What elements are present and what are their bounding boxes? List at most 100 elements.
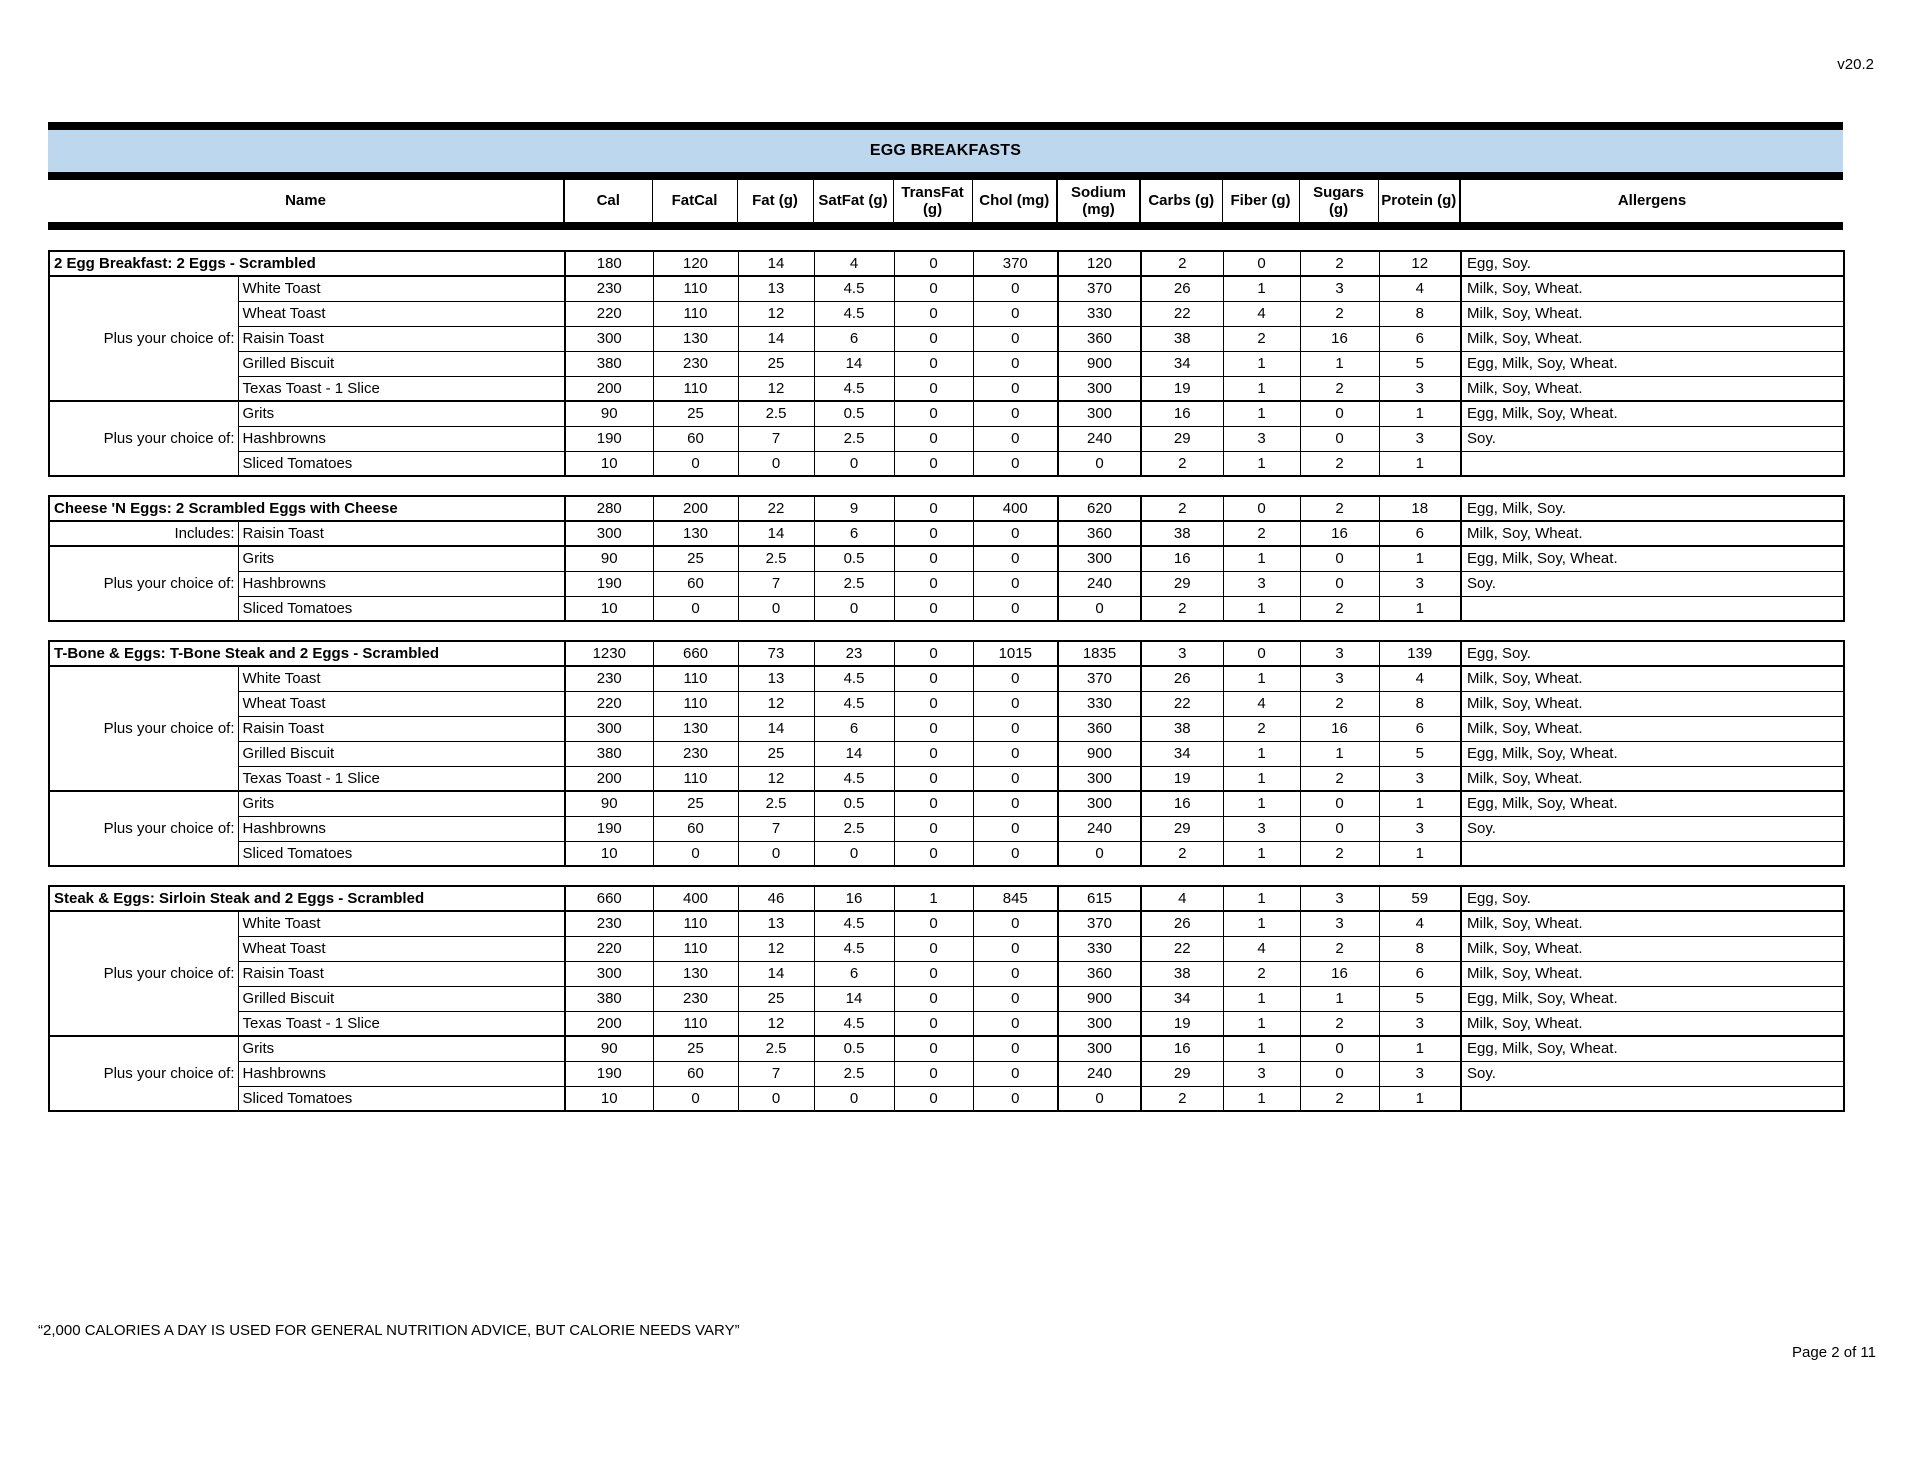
value-cell: 2 [1222,325,1301,352]
value-cell: 0 [1057,1085,1142,1112]
value-cell: 3 [1378,1060,1462,1087]
value-cell: 1 [1378,790,1462,817]
value-cell: 7 [737,425,815,452]
choice-item-row: Texas Toast - 1 Slice 200 110 12 4.5 0 0 300 19 1… [49,1010,1845,1037]
value-cell: 4 [1222,300,1301,327]
value-cell: 1 [1222,765,1301,792]
value-cell: 25 [737,740,815,767]
value-cell: 25 [737,350,815,377]
value-cell: 7 [737,1060,815,1087]
value-cell: 4.5 [813,690,895,717]
allergens-cell: Egg, Milk, Soy, Wheat. [1460,985,1845,1012]
allergens-cell: Soy. [1460,1060,1845,1087]
value-cell: 280 [564,495,654,522]
item-name-cell: Sliced Tomatoes [237,595,566,622]
value-cell: 60 [652,1060,739,1087]
value-cell: 1 [1222,1085,1301,1112]
value-cell: 7 [737,570,815,597]
value-cell: 12 [737,765,815,792]
value-cell: 3 [1378,570,1462,597]
value-cell: 1 [1222,910,1301,937]
value-cell: 1 [1222,450,1301,477]
value-cell: 13 [737,665,815,692]
value-cell: 29 [1140,1060,1224,1087]
value-cell: 230 [652,350,739,377]
group-label: Includes: [48,520,239,547]
value-cell: 300 [1057,545,1142,572]
choice-item-row: Sliced Tomatoes 10 0 0 0 0 0 0 2 1 2 1 [49,450,1845,477]
value-cell: 110 [652,375,739,402]
value-cell: 0 [972,375,1059,402]
allergens-cell: Egg, Milk, Soy, Wheat. [1460,350,1845,377]
allergens-cell: Egg, Soy. [1460,250,1845,277]
value-cell: 0 [737,595,815,622]
value-cell: 0 [893,790,974,817]
value-cell: 4.5 [813,765,895,792]
group-label: Plus your choice of: [48,910,239,1037]
choice-item-row: Raisin Toast 300 130 14 6 0 0 360 38 2 16 6 Milk, So… [49,325,1845,352]
value-cell: 12 [737,300,815,327]
value-cell: 26 [1140,910,1224,937]
column-header-fat-g: Fat (g) [736,180,814,222]
dish-title: Steak & Eggs: Sirloin Steak and 2 Eggs -… [48,885,566,912]
value-cell: 0 [737,1085,815,1112]
choice-item-row: Wheat Toast 220 110 12 4.5 0 0 330 22 4 2 8 Milk, So… [49,300,1845,327]
header-bottom-rule [48,222,1843,230]
value-cell: 0 [893,595,974,622]
value-cell: 2 [1299,690,1380,717]
group-label: Plus your choice of: [48,1035,239,1112]
value-cell: 1 [1299,350,1380,377]
value-cell: 4.5 [813,300,895,327]
value-cell: 2 [1140,840,1224,867]
dish-title: 2 Egg Breakfast: 2 Eggs - Scrambled [48,250,566,277]
value-cell: 0 [893,400,974,427]
value-cell: 3 [1140,640,1224,667]
value-cell: 300 [1057,765,1142,792]
value-cell: 90 [564,400,654,427]
value-cell: 2 [1299,300,1380,327]
value-cell: 1 [1299,985,1380,1012]
value-cell: 4.5 [813,275,895,302]
value-cell: 25 [737,985,815,1012]
allergens-cell: Soy. [1460,815,1845,842]
item-name-cell: Wheat Toast [237,300,566,327]
value-cell: 300 [1057,1010,1142,1037]
value-cell: 2 [1299,840,1380,867]
value-cell: 0 [893,910,974,937]
value-cell: 180 [564,250,654,277]
value-cell: 0 [893,545,974,572]
choice-item-row: Wheat Toast 220 110 12 4.5 0 0 330 22 4 2 8 Milk, So… [49,935,1845,962]
value-cell: 6 [1378,520,1462,547]
value-cell: 1 [1222,665,1301,692]
value-cell: 0 [893,520,974,547]
value-cell: 1 [1378,400,1462,427]
group-label: Plus your choice of: [48,275,239,402]
value-cell: 3 [1222,425,1301,452]
nutrition-sheet: EGG BREAKFASTS Name Cal FatCal Fat (g) SatFa… [48,122,1846,1112]
dish-title: Cheese 'N Eggs: 2 Scrambled Eggs with Ch… [48,495,566,522]
value-cell: 1 [1222,1035,1301,1062]
value-cell: 2.5 [737,400,815,427]
page-indicator: Page 2 of 11 [1792,1344,1876,1361]
value-cell: 4.5 [813,375,895,402]
value-cell: 0 [972,520,1059,547]
value-cell: 26 [1140,665,1224,692]
value-cell: 6 [813,520,895,547]
value-cell: 370 [1057,665,1142,692]
item-name-cell: Sliced Tomatoes [237,840,566,867]
value-cell: 0 [893,350,974,377]
item-name-cell: Wheat Toast [237,690,566,717]
value-cell: 0 [972,595,1059,622]
value-cell: 1 [1378,450,1462,477]
allergens-cell: Milk, Soy, Wheat. [1460,910,1845,937]
value-cell: 240 [1057,425,1142,452]
value-cell: 38 [1140,325,1224,352]
column-header-name: Name [285,192,326,210]
value-cell: 19 [1140,765,1224,792]
value-cell: 2 [1299,250,1380,277]
value-cell: 4 [813,250,895,277]
allergens-cell: Egg, Milk, Soy, Wheat. [1460,545,1845,572]
value-cell: 0 [1299,545,1380,572]
value-cell: 1 [1222,400,1301,427]
column-header-allergens: Allergens [1459,180,1844,222]
